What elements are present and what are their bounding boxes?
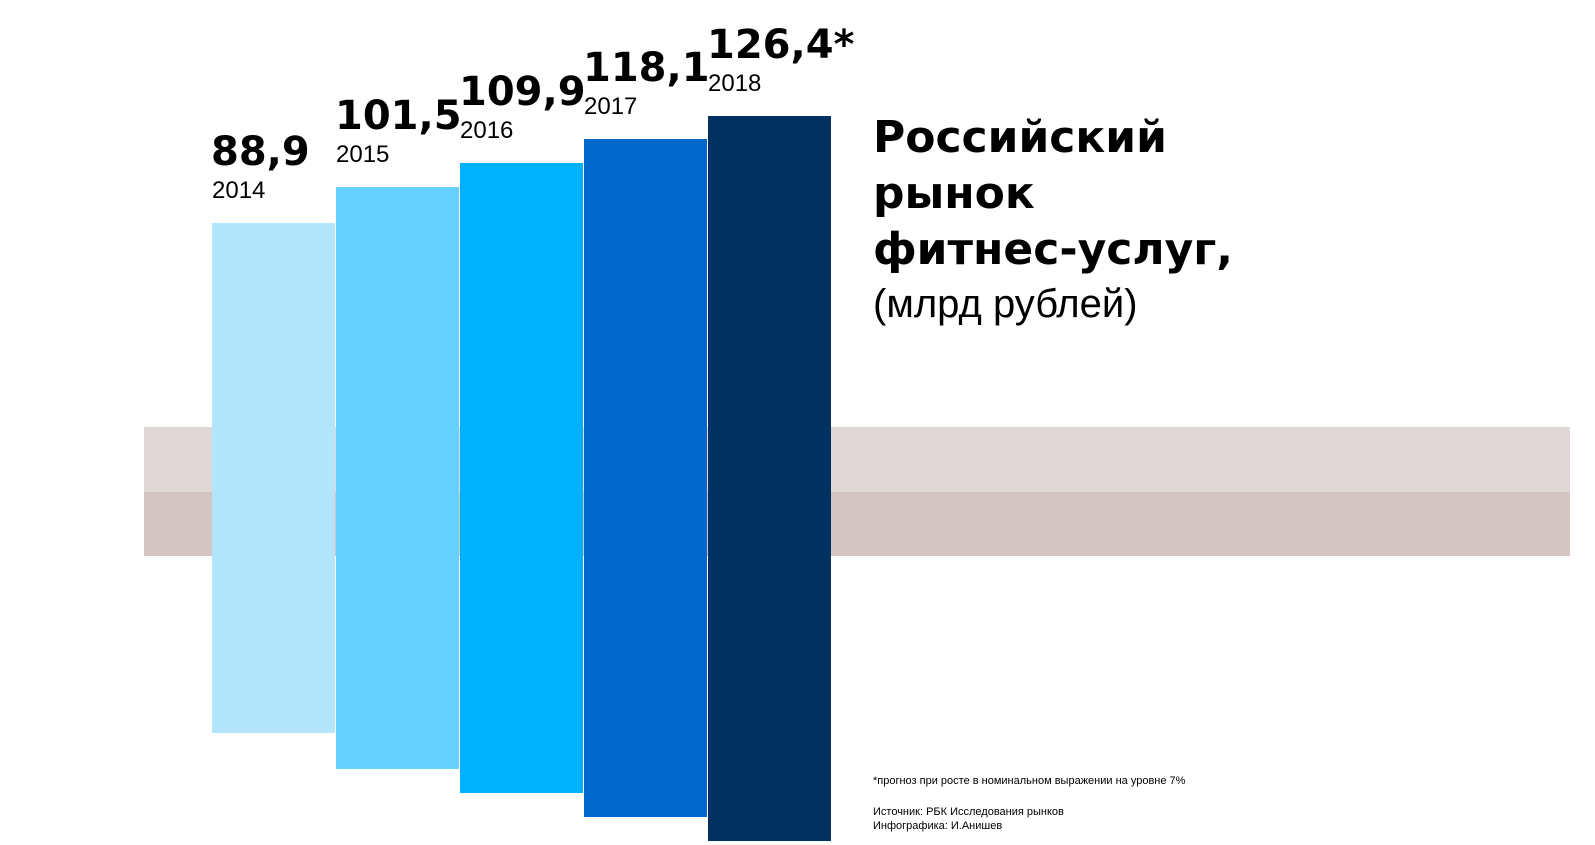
- year-label-2018: 2018: [708, 69, 762, 97]
- chart-subtitle: (млрд рублей): [873, 282, 1138, 326]
- bar-2018: [708, 115, 831, 841]
- bar-2015: [336, 186, 459, 770]
- chart-title-line-2: рынок: [873, 168, 1035, 219]
- year-label-2014: 2014: [212, 177, 266, 205]
- chart-title-line-1: Российский: [873, 112, 1167, 163]
- bar-2014: [212, 223, 335, 733]
- year-label-2017: 2017: [584, 93, 638, 121]
- bar-2017: [584, 139, 707, 817]
- year-label-2016: 2016: [460, 116, 514, 144]
- value-label-2016: 109,9: [459, 68, 586, 115]
- infographic-credit: Инфографика: И.Анишев: [873, 820, 1003, 832]
- chart-title-line-3: фитнес-услуг,: [873, 224, 1233, 275]
- year-label-2015: 2015: [336, 140, 390, 168]
- value-label-2018: 126,4*: [707, 21, 855, 68]
- source-note: Источник: РБК Исследования рынков: [873, 806, 1064, 818]
- value-label-2014: 88,9: [211, 129, 310, 176]
- source-credit-block: Источник: РБК Исследования рынков Инфогр…: [873, 805, 1064, 833]
- bar-2016: [460, 162, 583, 794]
- value-label-2015: 101,5: [335, 92, 462, 139]
- forecast-footnote: *прогноз при росте в номинальном выражен…: [873, 775, 1186, 787]
- chart-title-block: Российский рынок фитнес-услуг, (млрд руб…: [873, 110, 1393, 330]
- value-label-2017: 118,1: [583, 45, 710, 92]
